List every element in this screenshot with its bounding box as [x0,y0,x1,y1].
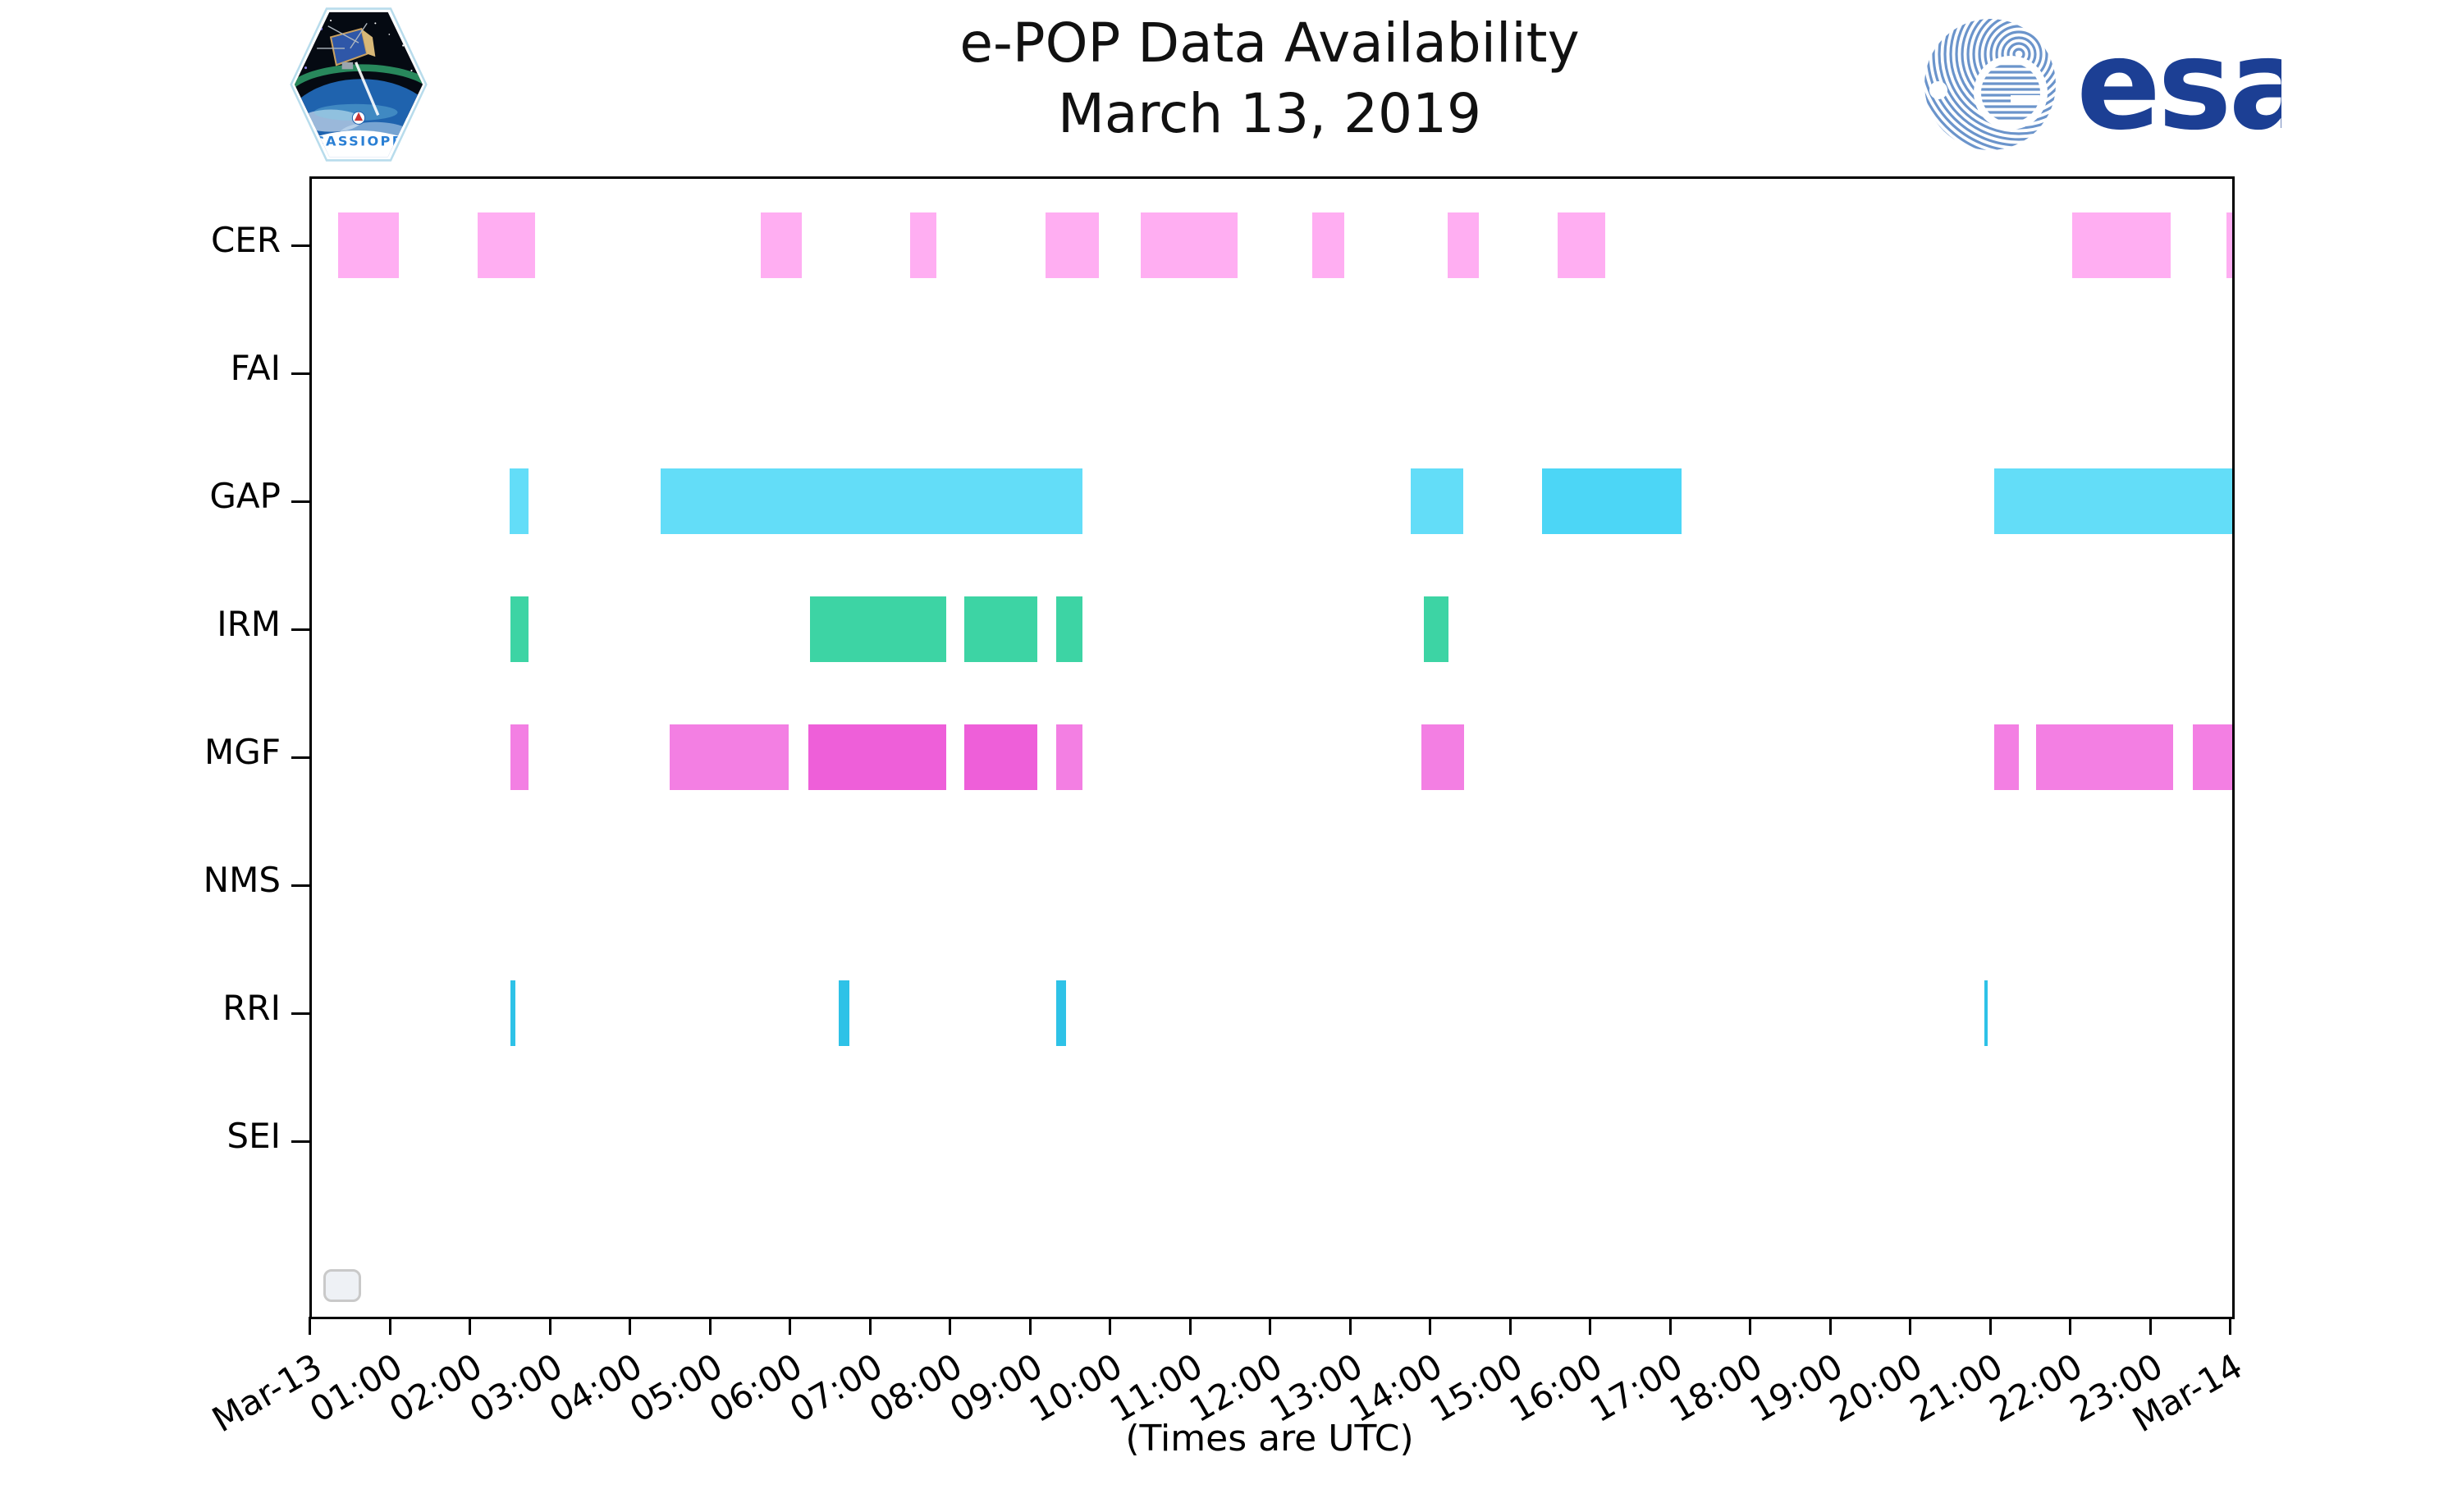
availability-bar-IRM-3 [1055,596,1082,662]
availability-bar-CER-5 [1141,212,1238,278]
y-tick-label-IRM: IRM [217,604,281,644]
availability-bar-GAP-0 [509,468,529,534]
availability-bar-GAP-4 [1994,468,2232,534]
availability-bar-RRI-2 [1055,980,1067,1046]
availability-bar-MGF-8 [2193,724,2232,790]
x-tick-05:00 [708,1317,712,1335]
availability-bar-CER-0 [338,212,400,278]
availability-bar-IRM-4 [1424,596,1449,662]
y-tick-RRI [291,1012,309,1015]
availability-bar-CER-4 [1046,212,1100,278]
availability-bar-GAP-3 [1541,468,1682,534]
y-tick-CER [291,244,309,247]
availability-bar-RRI-0 [510,980,515,1046]
x-tick-16:00 [1589,1317,1591,1335]
availability-bar-CER-7 [1447,212,1479,278]
availability-bar-IRM-0 [510,596,529,662]
availability-bar-CER-9 [2072,212,2171,278]
availability-bar-MGF-4 [1055,724,1082,790]
y-tick-label-MGF: MGF [204,732,281,772]
x-tick-03:00 [548,1317,551,1335]
availability-bar-MGF-0 [510,724,529,790]
esa-globe-mark [1924,19,2056,150]
availability-bar-MGF-3 [963,724,1038,790]
empty-legend-box [323,1269,361,1302]
chart-subtitle: March 13, 2019 [1057,82,1482,145]
x-tick-15:00 [1508,1317,1512,1335]
x-tick-19:00 [1828,1317,1832,1335]
timeline-plot-area [291,176,2235,1319]
x-tick-08:00 [949,1317,951,1335]
x-tick-14:00 [1429,1317,1431,1335]
x-tick-04:00 [629,1317,631,1335]
x-tick-13:00 [1348,1317,1352,1335]
chart-title: e-POP Data Availability [959,11,1580,75]
availability-bar-MGF-7 [2036,724,2173,790]
patch-stars [304,19,413,72]
availability-bar-RRI-1 [838,980,850,1046]
availability-bar-CER-10 [2226,212,2232,278]
availability-bar-CER-2 [760,212,802,278]
patch-satellite [317,22,376,70]
x-tick-07:00 [868,1317,872,1335]
y-tick-label-RRI: RRI [222,988,281,1028]
x-tick-21:00 [1988,1317,1992,1335]
availability-bar-CER-8 [1558,212,1605,278]
availability-bar-RRI-3 [1984,980,1988,1046]
x-tick-09:00 [1028,1317,1032,1335]
availability-bar-IRM-2 [963,596,1038,662]
availability-bar-GAP-2 [1410,468,1464,534]
availability-bar-CER-6 [1311,212,1344,278]
x-tick-Mar-13 [309,1317,311,1335]
y-tick-NMS [291,884,309,887]
availability-bar-CER-3 [910,212,937,278]
x-tick-02:00 [469,1317,471,1335]
patch-beam [355,62,380,116]
x-tick-23:00 [2149,1317,2152,1335]
x-tick-17:00 [1668,1317,1672,1335]
chart-title-block: e-POP Data Availability March 13, 2019 [309,8,2230,149]
x-axis-caption: (Times are UTC) [1125,1418,1414,1459]
y-tick-label-GAP: GAP [209,476,281,516]
y-tick-label-CER: CER [210,220,281,260]
y-tick-label-SEI: SEI [227,1116,281,1156]
x-tick-10:00 [1109,1317,1111,1335]
x-tick-01:00 [388,1317,391,1335]
x-tick-20:00 [1909,1317,1911,1335]
availability-bar-MGF-6 [1994,724,2019,790]
y-tick-FAI [291,372,309,375]
availability-bar-MGF-1 [669,724,789,790]
x-tick-18:00 [1749,1317,1751,1335]
y-tick-SEI [291,1140,309,1143]
x-tick-12:00 [1269,1317,1271,1335]
esa-globe-dot [1929,81,1947,99]
esa-logo: esa [1920,12,2313,158]
esa-wordmark: esa [2076,15,2281,154]
cassiope-mission-patch: CASSIOPE [289,7,428,162]
esa-globe-e [1981,63,2040,122]
y-tick-MGF [291,756,309,759]
y-tick-label-NMS: NMS [203,860,281,900]
x-tick-11:00 [1188,1317,1192,1335]
y-tick-IRM [291,628,309,631]
availability-bar-CER-1 [477,212,535,278]
x-tick-22:00 [2069,1317,2071,1335]
availability-bar-MGF-2 [808,724,947,790]
y-tick-GAP [291,500,309,503]
availability-bar-MGF-5 [1421,724,1464,790]
csa-logo [351,111,366,125]
patch-earth-clouds [300,109,362,132]
y-tick-label-FAI: FAI [230,348,281,388]
availability-bar-GAP-1 [661,468,1082,534]
cassiope-wordmark: CASSIOPE [314,134,403,149]
x-tick-06:00 [789,1317,791,1335]
x-tick-Mar-14 [2229,1317,2231,1335]
availability-bar-IRM-1 [810,596,947,662]
